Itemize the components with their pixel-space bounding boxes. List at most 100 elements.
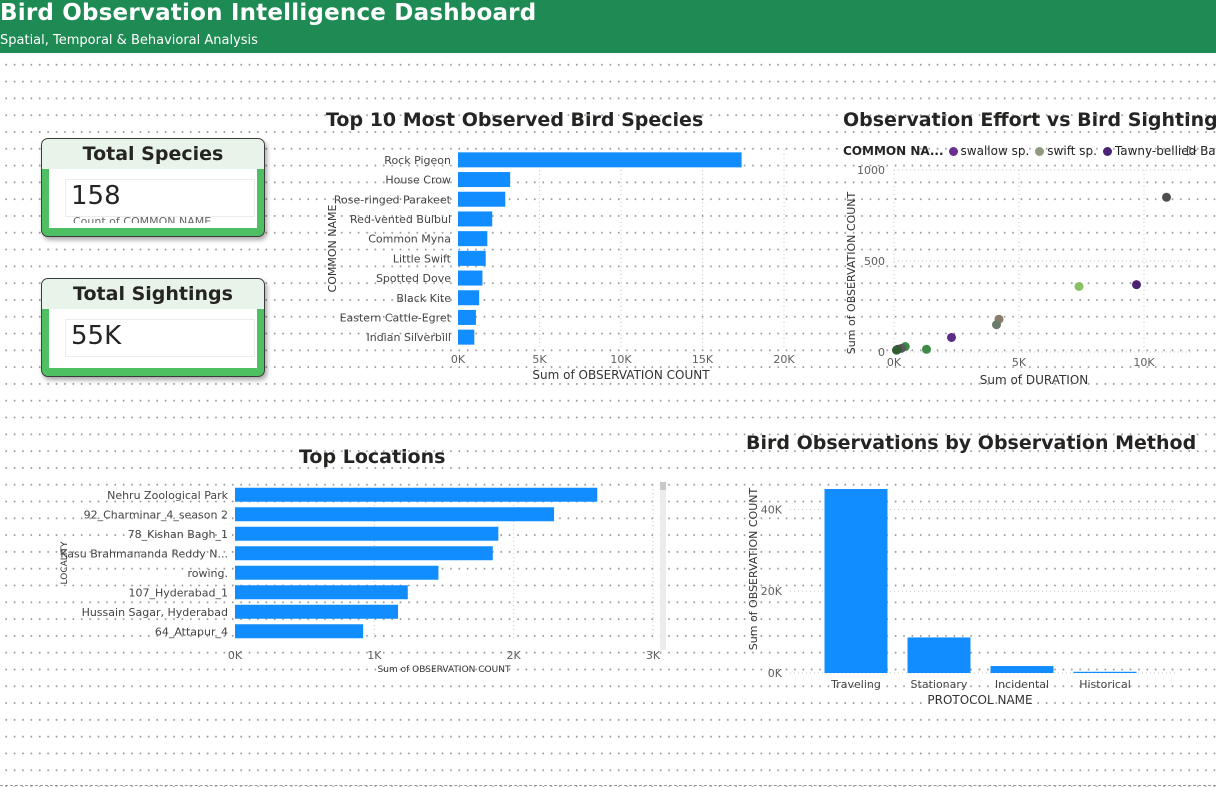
bar[interactable] <box>458 152 742 168</box>
bar[interactable] <box>990 666 1054 673</box>
species-chart-title: Top 10 Most Observed Bird Species <box>326 109 704 131</box>
x-tick-label: 0K <box>228 649 243 662</box>
x-tick-label: 3K <box>646 649 661 662</box>
locations-bar-chart[interactable]: 0K 1K 2K 3K Nehru Zoological Park 92_Charmina… <box>55 478 665 683</box>
locations-chart-title: Top Locations <box>299 446 446 468</box>
kpi-body: 55K <box>49 309 257 368</box>
page-bottom-border <box>0 785 1216 786</box>
bar[interactable] <box>235 604 399 619</box>
bar[interactable] <box>235 507 555 522</box>
x-tick-label: 2K <box>507 649 522 662</box>
scatter-point[interactable] <box>1074 281 1084 291</box>
bar[interactable] <box>235 565 439 580</box>
bar[interactable] <box>235 487 598 502</box>
protocol-chart-title: Bird Observations by Observation Method <box>746 432 1197 454</box>
y-tick-label: 0 <box>878 346 885 359</box>
category-label: Black Kite <box>396 292 451 305</box>
bar[interactable] <box>824 489 888 673</box>
dashboard-title: Bird Observation Intelligence Dashboard <box>0 0 537 26</box>
y-tick-label: 0K <box>768 667 783 680</box>
bar[interactable] <box>458 191 506 207</box>
bar[interactable] <box>458 329 475 345</box>
y-tick-label: 500 <box>864 255 885 268</box>
effort-scatter-chart[interactable]: 0 500 1000 0K 5K 10K Sum of DURATION Sum of OBS… <box>840 160 1200 390</box>
category-label: 64_Attapur_4 <box>155 625 228 638</box>
y-axis-title: COMMON NAME <box>326 205 339 293</box>
scatter-point[interactable] <box>1162 192 1171 202</box>
scatter-point[interactable] <box>947 332 956 342</box>
bar[interactable] <box>235 585 408 600</box>
bar[interactable] <box>1073 671 1137 673</box>
x-tick-label: 0K <box>451 353 466 366</box>
category-label: Incidental <box>995 678 1049 691</box>
bar[interactable] <box>235 546 493 561</box>
x-tick-label: 1K <box>367 649 382 662</box>
category-label: Indian Silverbill <box>366 331 451 344</box>
legend-item[interactable]: swallow sp. <box>948 144 1030 158</box>
scatter-legend[interactable]: COMMON NA... swallow sp. swift sp. Tawny… <box>843 143 1216 159</box>
legend-label: swift sp. <box>1047 144 1097 158</box>
category-label: Little Swift <box>393 252 452 265</box>
scatter-point[interactable] <box>992 320 1001 330</box>
kpi-card-total-species[interactable]: Total Species 158 Count of COMMON NAME <box>41 138 265 237</box>
y-axis-title: Sum of OBSERVATION COUNT <box>845 192 858 355</box>
bar[interactable] <box>458 172 511 188</box>
kpi-value: 55K <box>71 321 122 351</box>
category-label: Stationary <box>911 678 968 691</box>
category-label: Red-vented Bulbul <box>350 213 451 226</box>
category-label: rowing. <box>187 567 228 580</box>
scatter-point[interactable] <box>1132 280 1141 290</box>
bar[interactable] <box>235 526 499 541</box>
dashboard-header: Bird Observation Intelligence Dashboard … <box>0 0 1216 53</box>
y-tick-label: 20K <box>761 585 783 598</box>
kpi-body: 158 Count of COMMON NAME <box>49 169 257 228</box>
scatter-point[interactable] <box>922 344 931 354</box>
scrollbar-thumb[interactable] <box>660 482 666 490</box>
kpi-value-box <box>65 179 255 217</box>
protocol-column-chart[interactable]: 0K 20K 40K Traveling Stationary Incidental His… <box>742 478 1182 713</box>
bar[interactable] <box>458 290 480 306</box>
bar[interactable] <box>458 309 476 325</box>
x-tick-label: 15K <box>692 353 714 366</box>
legend-item[interactable]: swift sp. <box>1035 144 1097 158</box>
legend-label: Tawny-bellied Ba... <box>1114 144 1216 158</box>
x-tick-label: 5K <box>1012 356 1027 369</box>
legend-label: swallow sp. <box>960 144 1030 158</box>
x-tick-label: 10K <box>610 353 632 366</box>
x-axis-title: Sum of DURATION <box>980 373 1089 387</box>
bar[interactable] <box>907 637 971 673</box>
category-label: Historical <box>1079 678 1131 691</box>
category-label: Common Myna <box>368 233 451 246</box>
category-label: Hussain Sagar, Hyderabad <box>82 606 228 619</box>
legend-dot <box>948 146 958 156</box>
bar[interactable] <box>458 211 493 227</box>
x-tick-label: 20K <box>773 353 795 366</box>
y-axis-title: LOCALITY <box>60 541 70 584</box>
x-tick-label: 10K <box>1133 356 1155 369</box>
bar[interactable] <box>458 270 483 286</box>
bar[interactable] <box>458 250 486 266</box>
legend-dot <box>1102 146 1112 156</box>
kpi-caption: Total Sightings <box>42 279 264 309</box>
x-tick-label: 5K <box>532 353 547 366</box>
scatter-chart-title: Observation Effort vs Bird Sightings <box>843 109 1216 131</box>
bar[interactable] <box>458 231 488 247</box>
kpi-card-total-sightings[interactable]: Total Sightings 55K <box>41 278 265 377</box>
category-label: 107_Hyderabad_1 <box>129 586 229 599</box>
x-axis-title: Sum of OBSERVATION COUNT <box>378 665 511 675</box>
y-tick-label: 1000 <box>857 164 885 177</box>
legend-item[interactable]: Tawny-bellied Ba... <box>1102 144 1216 158</box>
locations-scrollbar[interactable] <box>660 482 666 650</box>
category-label: Eastern Cattle-Egret <box>340 311 452 324</box>
legend-dot <box>1035 146 1045 156</box>
legend-next-arrow-icon[interactable]: ▷ <box>1187 143 1197 158</box>
y-axis-title: Sum of OBSERVATION COUNT <box>747 488 760 651</box>
kpi-value: 158 <box>71 181 121 211</box>
category-label: Nehru Zoological Park <box>107 489 229 502</box>
species-bar-chart[interactable]: 0K 5K 10K 15K 20K Rock Pigeon House Crow Rose-r… <box>320 140 800 390</box>
scatter-point[interactable] <box>892 345 901 355</box>
kpi-value-box <box>65 319 255 357</box>
kpi-caption: Total Species <box>42 139 264 169</box>
bar[interactable] <box>235 624 364 639</box>
category-label: Traveling <box>830 678 881 691</box>
